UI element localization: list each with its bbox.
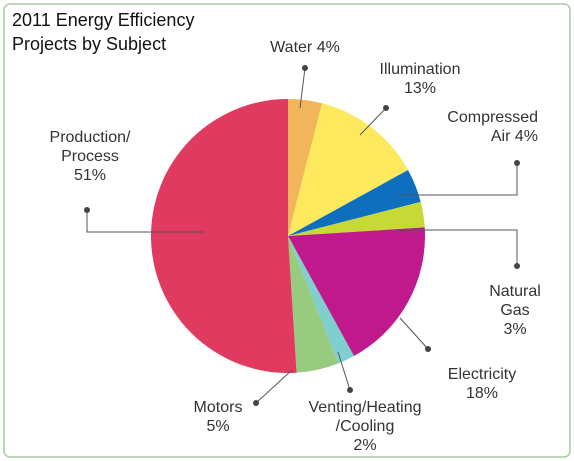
slice-label: Compressed Air 4% [447,108,538,146]
pie-slice [288,99,323,236]
leader-line [395,229,518,266]
leader-line [299,67,306,109]
leader-dot [425,346,431,352]
pie-slice [288,103,409,236]
leader-dot [84,207,90,213]
leader-dot [347,387,353,393]
pie-slice [288,227,425,357]
slice-label: Venting/Heating /Cooling 2% [309,398,422,455]
chart-title: 2011 Energy Efficiency Projects by Subje… [12,10,195,54]
category-label: Natural Gas [489,283,541,319]
slice-label: Motors 5% [194,398,243,436]
value-label: 18% [465,385,499,402]
pie-slice [288,236,339,373]
leader-line [359,107,387,136]
value-label: 51% [73,167,107,184]
value-label: 5% [206,418,230,435]
category-label: Electricity [447,366,517,383]
value-label: 2% [353,437,377,454]
leader-line [255,369,293,404]
leader-line [337,351,351,391]
slice-label: Electricity 18% [448,365,516,403]
leader-dot [514,160,520,166]
category-label: Venting/Heating /Cooling [308,399,422,435]
slice-label: Illumination 13% [380,60,461,98]
frame [3,3,571,458]
leader-dot [514,263,520,269]
slice-label: Natural Gas 3% [486,282,545,339]
value-label: 4% [514,128,538,145]
value-label: 3% [503,321,527,338]
leader-line [399,317,429,350]
leader-line [398,163,518,196]
category-label: Motors [193,399,243,416]
pie-slice [288,201,425,236]
leader-dot [253,400,259,406]
leader-line [86,210,205,233]
category-label: Production/ Process [49,129,131,165]
leader-dot [302,65,308,71]
slice-label: Production/ Process 51% [50,128,131,185]
leader-dot [383,105,389,111]
pie-slice [288,169,421,236]
pie-slice [288,236,355,364]
slice-label: Water 4% [270,38,340,57]
value-label: 13% [403,80,437,97]
pie-slice [150,99,297,373]
category-label: Compressed Air [447,109,538,145]
value-label: 4% [316,39,340,56]
category-label: Illumination [379,61,461,78]
category-label: Water [270,39,313,56]
